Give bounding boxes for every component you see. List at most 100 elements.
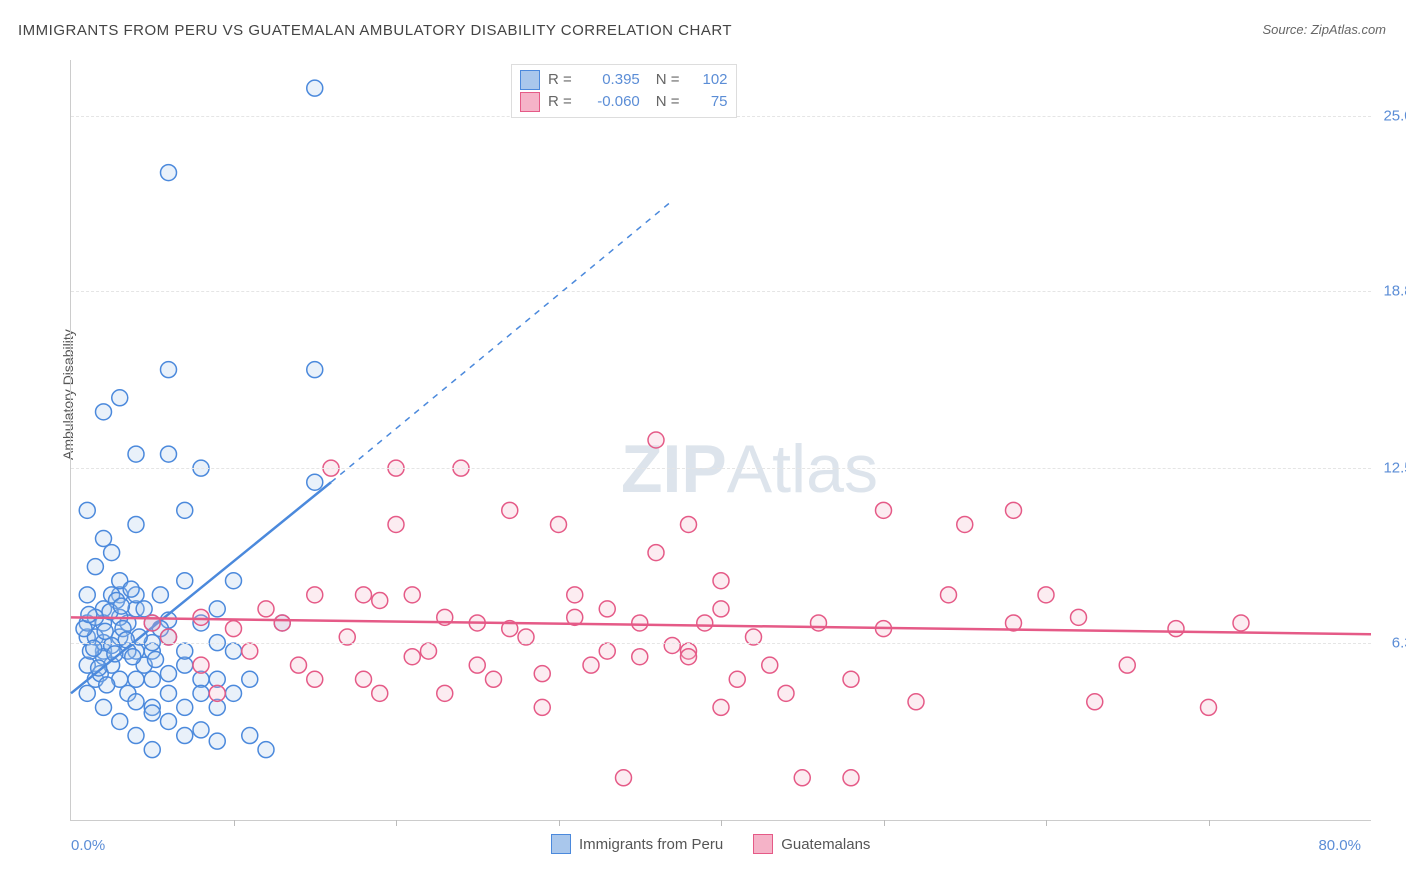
data-point bbox=[79, 502, 95, 518]
data-point bbox=[79, 685, 95, 701]
data-point bbox=[681, 516, 697, 532]
data-point bbox=[1168, 621, 1184, 637]
data-point bbox=[209, 601, 225, 617]
data-point bbox=[177, 643, 193, 659]
data-point bbox=[648, 432, 664, 448]
data-point bbox=[291, 657, 307, 673]
n-label: N = bbox=[656, 69, 680, 91]
data-point bbox=[274, 615, 290, 631]
data-point bbox=[177, 699, 193, 715]
data-point bbox=[144, 671, 160, 687]
data-point bbox=[469, 657, 485, 673]
data-point bbox=[502, 502, 518, 518]
data-point bbox=[128, 694, 144, 710]
data-point bbox=[177, 728, 193, 744]
r-label: R = bbox=[548, 69, 572, 91]
data-point bbox=[762, 657, 778, 673]
data-point bbox=[307, 362, 323, 378]
legend-swatch bbox=[520, 70, 540, 90]
legend-item: Immigrants from Peru bbox=[551, 834, 723, 854]
data-point bbox=[242, 643, 258, 659]
data-point bbox=[404, 587, 420, 603]
gridline bbox=[71, 643, 1371, 644]
data-point bbox=[794, 770, 810, 786]
data-point bbox=[908, 694, 924, 710]
regression-line-extrapolated bbox=[331, 201, 672, 482]
data-point bbox=[128, 728, 144, 744]
data-point bbox=[193, 722, 209, 738]
n-value: 75 bbox=[688, 91, 728, 113]
data-point bbox=[123, 581, 139, 597]
data-point bbox=[599, 643, 615, 659]
data-point bbox=[113, 598, 129, 614]
chart-container: Ambulatory Disability ZIPAtlas 6.3%12.5%… bbox=[50, 60, 1386, 830]
r-value: 0.395 bbox=[580, 69, 640, 91]
data-point bbox=[144, 705, 160, 721]
data-point bbox=[616, 770, 632, 786]
data-point bbox=[209, 733, 225, 749]
data-point bbox=[242, 728, 258, 744]
data-point bbox=[226, 621, 242, 637]
legend-swatch bbox=[551, 834, 571, 854]
data-point bbox=[957, 516, 973, 532]
data-point bbox=[583, 657, 599, 673]
data-point bbox=[161, 666, 177, 682]
data-point bbox=[128, 516, 144, 532]
legend-swatch bbox=[753, 834, 773, 854]
r-label: R = bbox=[548, 91, 572, 113]
x-tick bbox=[234, 820, 235, 826]
data-point bbox=[534, 699, 550, 715]
data-point bbox=[193, 609, 209, 625]
x-tick bbox=[1046, 820, 1047, 826]
data-point bbox=[81, 607, 97, 623]
data-point bbox=[713, 699, 729, 715]
data-point bbox=[307, 80, 323, 96]
gridline bbox=[71, 468, 1371, 469]
data-point bbox=[97, 623, 113, 639]
data-point bbox=[193, 657, 209, 673]
legend-row: R =0.395N =102 bbox=[520, 69, 728, 91]
n-label: N = bbox=[656, 91, 680, 113]
legend-label: Guatemalans bbox=[781, 836, 870, 853]
r-value: -0.060 bbox=[580, 91, 640, 113]
data-point bbox=[648, 545, 664, 561]
data-point bbox=[664, 637, 680, 653]
x-axis-max-label: 80.0% bbox=[1318, 837, 1361, 854]
data-point bbox=[1233, 615, 1249, 631]
data-point bbox=[258, 601, 274, 617]
data-point bbox=[152, 587, 168, 603]
data-point bbox=[713, 601, 729, 617]
legend-row: R = -0.060 N = 75 bbox=[520, 91, 728, 113]
data-point bbox=[421, 643, 437, 659]
legend-label: Immigrants from Peru bbox=[579, 836, 723, 853]
data-point bbox=[87, 559, 103, 575]
x-tick bbox=[1209, 820, 1210, 826]
data-point bbox=[372, 685, 388, 701]
data-point bbox=[209, 685, 225, 701]
data-point bbox=[136, 601, 152, 617]
y-tick-label: 18.8% bbox=[1383, 282, 1406, 299]
data-point bbox=[778, 685, 794, 701]
data-point bbox=[161, 446, 177, 462]
data-point bbox=[193, 685, 209, 701]
data-point bbox=[226, 573, 242, 589]
data-point bbox=[112, 713, 128, 729]
data-point bbox=[811, 615, 827, 631]
data-point bbox=[713, 573, 729, 589]
data-point bbox=[161, 362, 177, 378]
data-point bbox=[226, 643, 242, 659]
scatter-svg bbox=[71, 60, 1371, 820]
data-point bbox=[1201, 699, 1217, 715]
data-point bbox=[1119, 657, 1135, 673]
data-point bbox=[99, 677, 115, 693]
data-point bbox=[551, 516, 567, 532]
data-point bbox=[876, 502, 892, 518]
data-point bbox=[177, 502, 193, 518]
data-point bbox=[534, 666, 550, 682]
data-point bbox=[242, 671, 258, 687]
data-point bbox=[79, 587, 95, 603]
legend-swatch bbox=[520, 92, 540, 112]
data-point bbox=[843, 671, 859, 687]
x-tick bbox=[721, 820, 722, 826]
data-point bbox=[96, 699, 112, 715]
